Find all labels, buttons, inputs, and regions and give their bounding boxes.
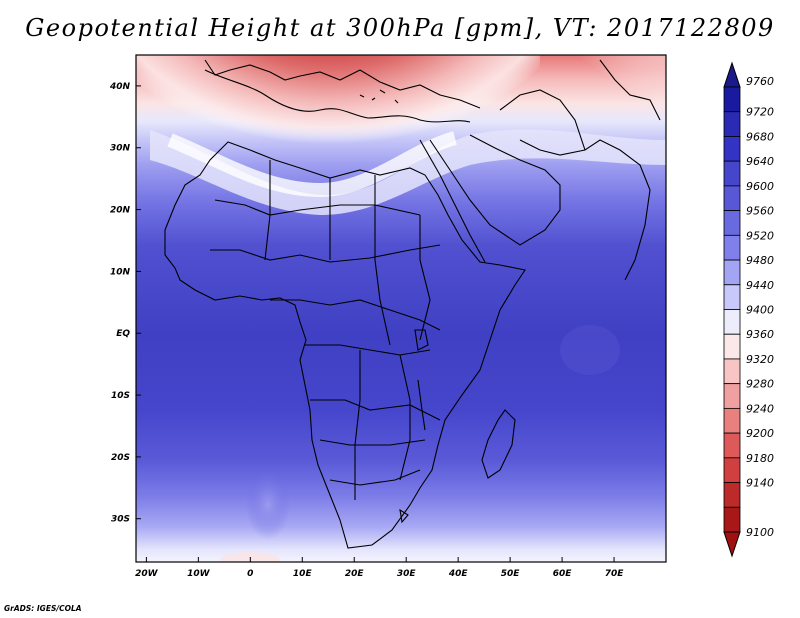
- colorbar-swatch: [723, 432, 741, 459]
- colorbar: 9760 9720 9680 9640 9600 9560 9520 9480 9440 9400…: [723, 61, 774, 558]
- colorbar-level-label: 9140: [746, 477, 774, 490]
- lon-tick-label: 60E: [553, 569, 573, 579]
- colorbar-level-label: 9520: [746, 229, 774, 242]
- colorbar-level-label: 9720: [746, 106, 774, 119]
- colorbar-level-label: 9240: [746, 402, 774, 415]
- colorbar-swatch: [723, 506, 741, 533]
- colorbar-level-label: 9280: [746, 378, 774, 391]
- colorbar-level-label: 9200: [746, 427, 774, 440]
- lon-tick-label: 40E: [448, 569, 469, 579]
- colorbar-level-label: 9360: [746, 328, 774, 341]
- colorbar-bottom-arrow: [723, 531, 741, 558]
- lat-tick-label: 40N: [109, 82, 131, 92]
- colorbar-swatch: [723, 309, 741, 335]
- lon-tick-label: 10E: [293, 569, 313, 579]
- colorbar-level-label: 9100: [746, 526, 774, 539]
- colorbar-swatch: [723, 333, 741, 360]
- lon-tick-label: 20W: [135, 569, 159, 579]
- lon-tick-label: 0: [247, 569, 253, 579]
- colorbar-level-label: 9560: [746, 205, 774, 218]
- lat-tick-label: 20N: [110, 206, 131, 216]
- colorbar-swatch: [723, 383, 741, 409]
- lon-tick-label: 20E: [345, 569, 365, 579]
- colorbar-swatch: [723, 234, 741, 261]
- lon-tick-label: 70E: [605, 569, 625, 579]
- colorbar-swatch: [723, 111, 741, 137]
- lat-tick-label: 30S: [111, 515, 130, 525]
- lon-tick-label: 10W: [187, 569, 211, 579]
- lat-tick-label: 30N: [110, 144, 131, 154]
- colorbar-top-arrow: [723, 61, 741, 88]
- colorbar-level-label: 9320: [746, 353, 774, 366]
- lon-tick-label: 30E: [397, 569, 417, 579]
- colorbar-swatch: [723, 457, 741, 483]
- credit-text: GrADS: IGES/COLA: [4, 604, 82, 613]
- lat-tick-label: 20S: [111, 453, 130, 463]
- colorbar-level-label: 9760: [746, 75, 774, 88]
- plot-frame: [135, 54, 667, 563]
- colorbar-level-label: 9640: [746, 155, 774, 168]
- colorbar-level-label: 9600: [746, 180, 774, 193]
- colorbar-level-label: 9440: [746, 279, 774, 292]
- colorbar-swatch: [723, 259, 741, 286]
- colorbar-swatch: [723, 160, 741, 187]
- colorbar-swatch: [723, 136, 741, 162]
- lon-axis: 20W 10W 0 10E 20E 30E 40E 50E 60E 70E: [135, 557, 624, 579]
- colorbar-swatch: [723, 482, 741, 508]
- colorbar-level-label: 9480: [746, 254, 774, 267]
- coastlines: [164, 59, 661, 549]
- lon-tick-label: 50E: [501, 569, 521, 579]
- lat-tick-label: EQ: [116, 329, 130, 339]
- colorbar-swatch: [723, 358, 741, 385]
- colorbar-swatch: [723, 86, 741, 113]
- colorbar-level-label: 9180: [746, 452, 774, 465]
- colorbar-swatch: [723, 284, 741, 310]
- lat-tick-label: 10N: [110, 267, 131, 277]
- map-title: Geopotential Height at 300hPa [gpm], VT:…: [25, 14, 775, 42]
- colorbar-swatch: [723, 407, 741, 434]
- lat-tick-label: 10S: [111, 391, 130, 401]
- height-field: [136, 55, 666, 562]
- colorbar-swatch: [723, 210, 741, 236]
- lat-axis: 40N 30N 20N 10N EQ 10S 20S 30S: [109, 82, 141, 525]
- colorbar-level-label: 9400: [746, 304, 774, 317]
- colorbar-level-label: 9680: [746, 130, 774, 143]
- colorbar-swatch: [723, 185, 741, 212]
